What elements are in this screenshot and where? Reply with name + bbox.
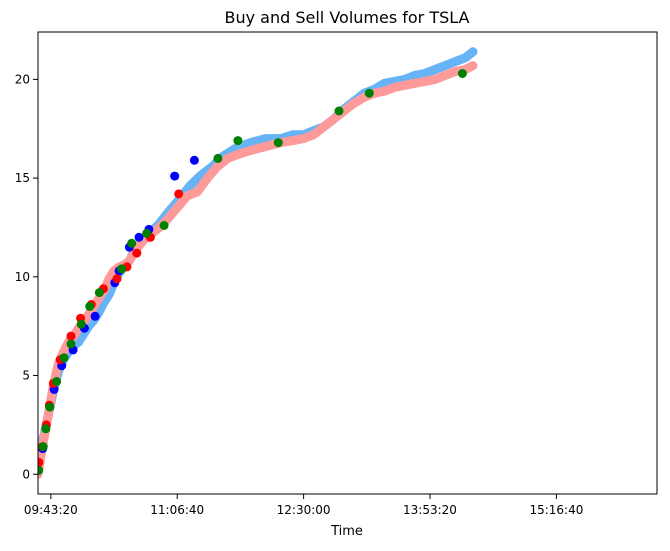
- x-tick-label-4: 15:16:40: [529, 503, 583, 517]
- series-3-point-10: [112, 274, 122, 284]
- series-4-point-8: [85, 301, 95, 311]
- series-4-point-2: [41, 424, 51, 434]
- series-4-point-15: [233, 136, 243, 146]
- series-3-point-0: [38, 457, 44, 467]
- series-4-point-4: [52, 377, 62, 386]
- y-tick-label-2: 10: [15, 270, 30, 284]
- series-3-point-14: [174, 189, 184, 199]
- series-2-point-12: [189, 155, 199, 165]
- series-2-point-5: [90, 311, 100, 321]
- series-4-point-18: [364, 88, 374, 98]
- y-tick-label-3: 15: [15, 171, 30, 185]
- series-4-point-16: [273, 138, 283, 148]
- x-tick-label-2: 12:30:00: [277, 503, 331, 517]
- series-layer: [38, 47, 478, 479]
- plot-frame: [37, 31, 658, 495]
- series-4-point-17: [334, 106, 344, 116]
- chart-title: Buy and Sell Volumes for TSLA: [224, 8, 469, 27]
- y-tick-label-4: 20: [15, 72, 30, 86]
- x-tick-label-0: 09:43:20: [24, 503, 78, 517]
- series-4-point-12: [142, 228, 152, 238]
- series-3-point-6: [66, 331, 76, 341]
- series-2-point-11: [170, 171, 180, 181]
- series-4-point-11: [127, 238, 137, 248]
- series-4-point-10: [117, 264, 127, 274]
- series-4-point-6: [66, 339, 76, 349]
- series-4-point-13: [159, 221, 169, 230]
- series-4-point-3: [45, 402, 55, 412]
- y-tick-label-0: 0: [22, 467, 30, 481]
- series-4-point-19: [457, 69, 467, 78]
- series-1-band: [38, 61, 478, 479]
- y-axis: 0 5 10 15 20: [15, 72, 38, 481]
- x-axis: 09:43:20 11:06:40 12:30:00 13:53:20 15:16:40: [24, 494, 583, 517]
- series-2-point-9: [134, 232, 144, 242]
- series-3-point-12: [132, 248, 142, 258]
- series-4-point-5: [59, 353, 69, 363]
- series-0-band: [38, 47, 478, 475]
- x-tick-label-3: 13:53:20: [403, 503, 457, 517]
- series-4-point-1: [38, 442, 48, 452]
- series-4-point-7: [76, 319, 86, 329]
- x-axis-label: Time: [330, 524, 363, 539]
- x-tick-label-1: 11:06:40: [150, 503, 204, 517]
- y-tick-label-1: 5: [22, 369, 30, 383]
- series-4-point-0: [38, 465, 44, 475]
- series-4-point-9: [94, 288, 104, 298]
- series-4-point-14: [213, 153, 223, 163]
